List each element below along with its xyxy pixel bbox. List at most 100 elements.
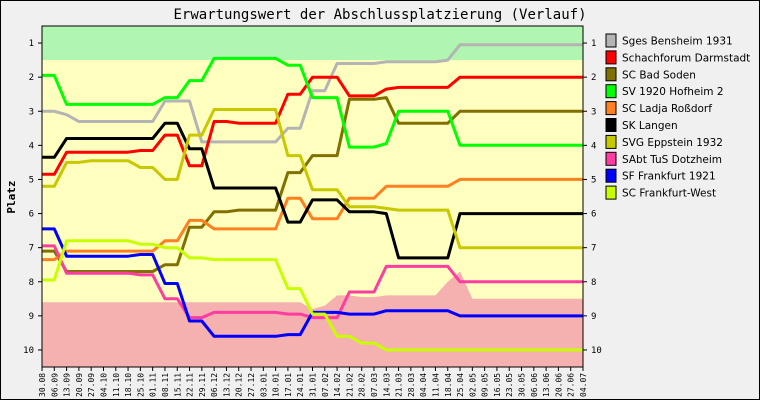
y-ticks-right: 1 2 3 4 5 6 7 8 9 10 (583, 39, 602, 356)
x-tick-label: 11.10 (112, 373, 121, 397)
x-tick-label: 18.04 (444, 373, 453, 397)
x-tick-label: 07.02 (321, 373, 330, 397)
x-tick-label: 22.11 (186, 373, 195, 397)
legend-swatch-0 (605, 33, 617, 48)
x-tick-label: 23.05 (505, 373, 514, 397)
x-ticks: 30.08 06.09 13.09 20.09 27.09 04.10 11.10 18.10… (38, 367, 588, 397)
y-tick-label-right: 4 (591, 141, 596, 151)
x-tick-label: 04.07 (579, 373, 588, 397)
x-tick-label: 11.04 (431, 373, 440, 397)
chart-title: Erwartungswert der Abschlussplatzierung … (173, 7, 586, 23)
x-tick-label: 25.10 (136, 373, 145, 397)
x-tick-label: 07.03 (370, 373, 379, 397)
legend-swatch-9 (605, 185, 617, 200)
x-tick-label: 27.12 (247, 373, 256, 397)
x-tick-label: 27.06 (567, 373, 576, 397)
series-line-3 (42, 56, 583, 149)
x-tick-label: 16.05 (493, 373, 502, 397)
legend-swatch-3 (605, 84, 617, 99)
legend: Sges Bensheim 1931 Schachforum Darmstadt S… (605, 33, 750, 200)
x-tick-label: 31.01 (309, 373, 318, 397)
x-tick-label: 28.02 (358, 373, 367, 397)
y-tick-label-left: 10 (23, 346, 34, 356)
x-tick-label: 20.12 (235, 373, 244, 397)
x-tick-label: 14.02 (333, 373, 342, 397)
legend-entry-4: SC Ladja Roßdorf (622, 103, 712, 115)
x-tick-label: 29.11 (198, 373, 207, 397)
x-tick-label: 06.09 (50, 373, 59, 397)
x-tick-label: 13.06 (542, 373, 551, 397)
legend-swatch-2 (605, 67, 617, 82)
series-line-1 (42, 75, 583, 176)
series-line-6 (42, 108, 583, 250)
x-tick-label: 15.11 (173, 373, 182, 397)
x-tick-label: 30.05 (518, 373, 527, 397)
x-tick-label: 30.08 (38, 373, 47, 397)
y-tick-label-left: 5 (29, 175, 34, 185)
x-tick-label: 02.05 (468, 373, 477, 397)
legend-entry-3: SV 1920 Hofheim 2 (622, 86, 724, 98)
x-tick-label: 21.03 (395, 373, 404, 397)
legend-swatch-6 (605, 134, 617, 149)
x-tick-label: 25.04 (456, 373, 465, 397)
x-tick-label: 04.10 (99, 373, 108, 397)
y-tick-label-right: 6 (591, 210, 596, 220)
x-tick-label: 17.01 (284, 373, 293, 397)
x-tick-label: 08.11 (161, 373, 170, 397)
series-line-0 (42, 43, 583, 144)
y-tick-label-right: 2 (591, 73, 596, 83)
x-tick-label: 13.09 (63, 373, 72, 397)
legend-entry-9: SC Frankfurt-West (622, 188, 716, 200)
series-line-5 (42, 121, 583, 260)
x-tick-label: 20.06 (554, 373, 563, 397)
y-tick-label-right: 9 (591, 312, 596, 322)
x-tick-label: 14.03 (382, 373, 391, 397)
x-tick-label: 28.03 (407, 373, 416, 397)
y-tick-label-left: 6 (29, 210, 34, 220)
y-tick-label-left: 4 (29, 141, 34, 151)
y-ticks-left: 1 2 3 4 5 6 7 8 9 10 (23, 39, 42, 356)
series-lines (42, 43, 583, 352)
y-tick-label-right: 8 (591, 278, 596, 288)
x-tick-label: 04.04 (419, 373, 428, 397)
legend-swatch-8 (605, 168, 617, 183)
x-tick-label: 13.12 (222, 373, 231, 397)
x-tick-label: 18.10 (124, 373, 133, 397)
legend-entry-7: SAbt TuS Dotzheim (622, 154, 722, 166)
y-tick-label-right: 5 (591, 175, 596, 185)
promotion-band (42, 26, 583, 61)
legend-swatch-7 (605, 151, 617, 166)
y-tick-label-left: 1 (29, 39, 34, 49)
legend-entry-1: Schachforum Darmstadt (622, 52, 750, 64)
y-tick-label-left: 9 (29, 312, 34, 322)
series-line-2 (42, 96, 583, 273)
legend-swatch-4 (605, 101, 617, 116)
legend-swatch-5 (605, 118, 617, 132)
y-tick-label-right: 3 (591, 107, 596, 117)
y-tick-label-left: 3 (29, 107, 34, 117)
legend-entry-2: SC Bad Soden (622, 69, 696, 81)
x-tick-label: 10.01 (272, 373, 281, 397)
legend-entry-6: SVG Eppstein 1932 (622, 137, 723, 149)
y-tick-label-left: 8 (29, 278, 34, 288)
series-line-9 (42, 239, 583, 352)
y-tick-label-right: 7 (591, 244, 596, 254)
y-tick-label-left: 7 (29, 244, 34, 254)
x-tick-label: 01.11 (149, 373, 158, 397)
series-line-4 (42, 177, 583, 262)
x-tick-label: 20.09 (75, 373, 84, 397)
legend-swatch-1 (605, 50, 617, 65)
x-tick-label: 03.01 (259, 373, 268, 397)
x-tick-label: 06.06 (530, 373, 539, 397)
plot-bands (42, 26, 583, 367)
y-axis-label: Platz (5, 180, 18, 213)
legend-entry-5: SK Langen (622, 120, 678, 132)
x-tick-label: 06.12 (210, 373, 219, 397)
legend-entry-0: Sges Bensheim 1931 (622, 36, 733, 48)
x-tick-label: 24.01 (296, 373, 305, 397)
relegation-band (42, 271, 583, 367)
series-line-7 (42, 244, 583, 320)
legend-entry-8: SF Frankfurt 1921 (622, 171, 716, 183)
x-tick-label: 21.02 (345, 373, 354, 397)
